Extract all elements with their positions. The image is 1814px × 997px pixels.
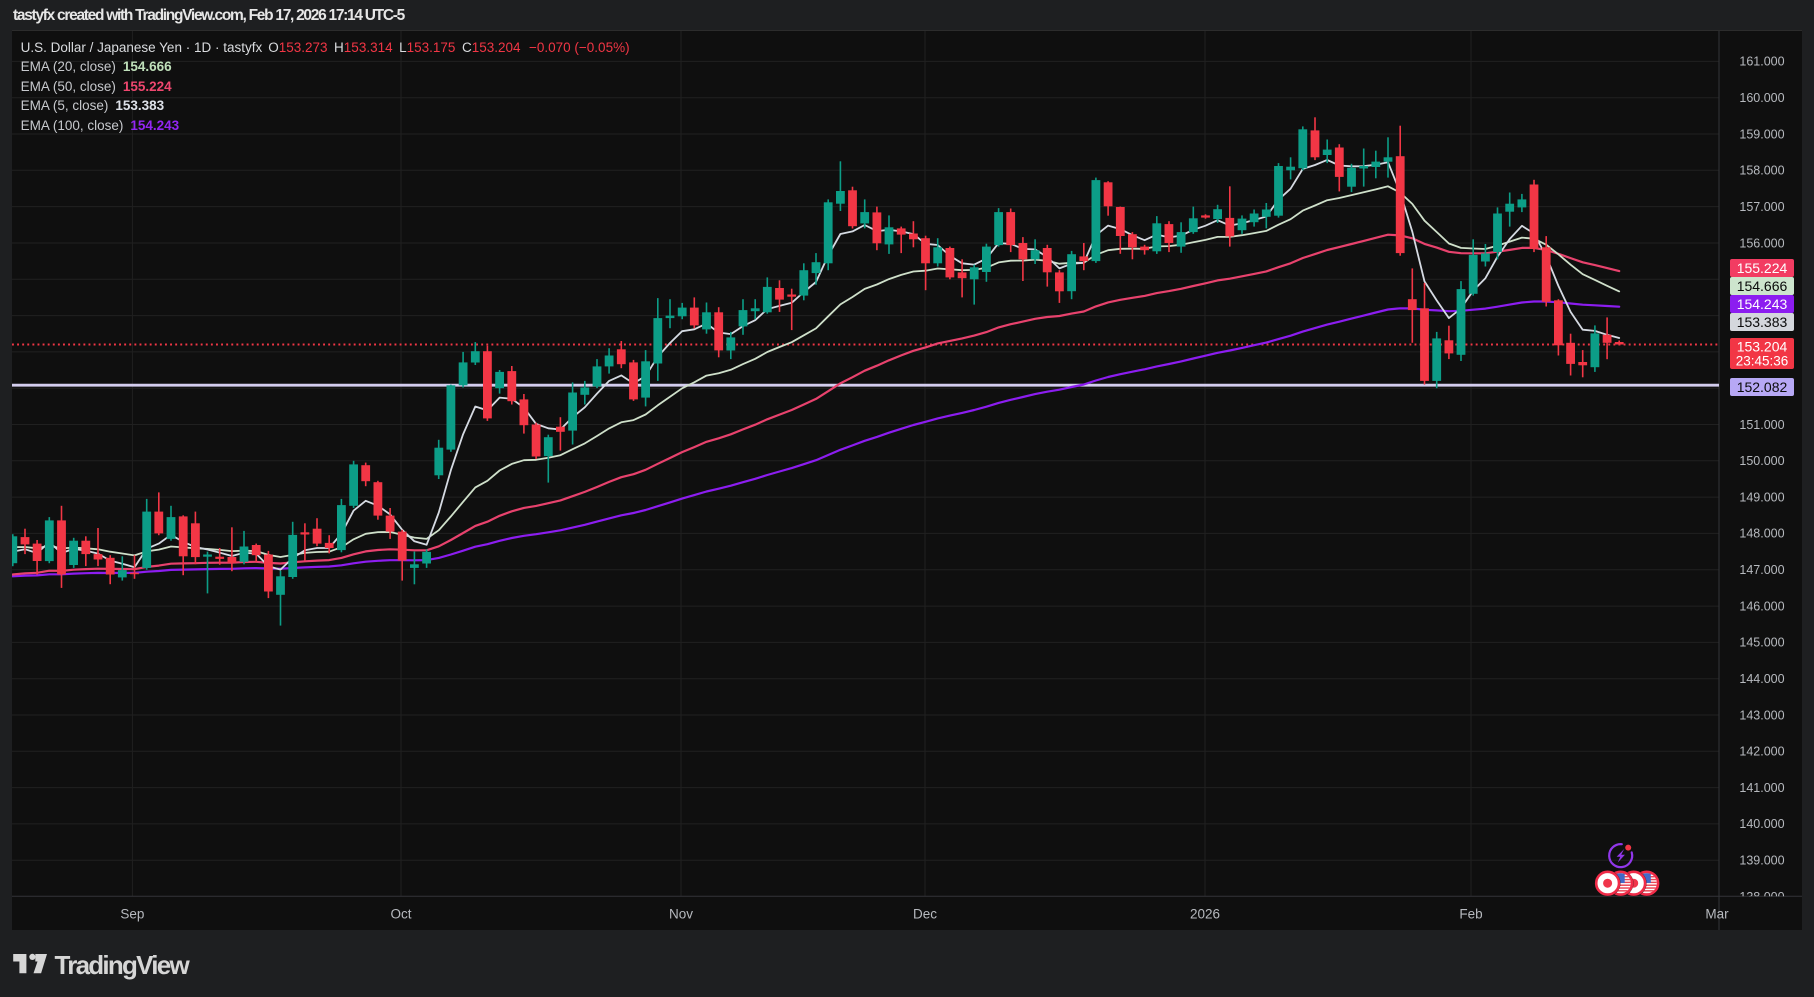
svg-text:149.000: 149.000 [1739,490,1784,504]
svg-text:Feb: Feb [1459,907,1482,922]
svg-text:154.666: 154.666 [1737,278,1788,294]
svg-text:154.243: 154.243 [1737,296,1788,312]
svg-text:Dec: Dec [913,907,937,922]
svg-text:140.000: 140.000 [1739,817,1784,831]
svg-text:Oct: Oct [390,907,411,922]
svg-text:150.000: 150.000 [1739,454,1784,468]
svg-text:160.000: 160.000 [1739,91,1784,105]
svg-text:153.204: 153.204 [1737,338,1788,354]
svg-text:152.082: 152.082 [1737,379,1788,395]
svg-text:157.000: 157.000 [1739,200,1784,214]
svg-text:141.000: 141.000 [1739,781,1784,795]
svg-text:Nov: Nov [669,907,693,922]
svg-text:151.000: 151.000 [1739,418,1784,432]
svg-text:Sep: Sep [120,907,144,922]
svg-text:148.000: 148.000 [1739,527,1784,541]
svg-text:138.000: 138.000 [1739,890,1784,904]
svg-text:139.000: 139.000 [1739,854,1784,868]
svg-text:143.000: 143.000 [1739,708,1784,722]
svg-text:156.000: 156.000 [1739,236,1784,250]
svg-text:147.000: 147.000 [1739,563,1784,577]
svg-text:153.383: 153.383 [1737,314,1788,330]
svg-text:144.000: 144.000 [1739,672,1784,686]
svg-text:145.000: 145.000 [1739,636,1784,650]
svg-text:TradingView: TradingView [54,953,190,980]
svg-text:Mar: Mar [1705,907,1729,922]
svg-text:158.000: 158.000 [1739,164,1784,178]
svg-text:155.224: 155.224 [1737,260,1788,276]
svg-text:23:45:36: 23:45:36 [1736,354,1789,369]
svg-text:146.000: 146.000 [1739,599,1784,613]
svg-text:161.000: 161.000 [1739,55,1784,69]
svg-text:2026: 2026 [1190,907,1220,922]
svg-text:159.000: 159.000 [1739,127,1784,141]
svg-text:142.000: 142.000 [1739,745,1784,759]
